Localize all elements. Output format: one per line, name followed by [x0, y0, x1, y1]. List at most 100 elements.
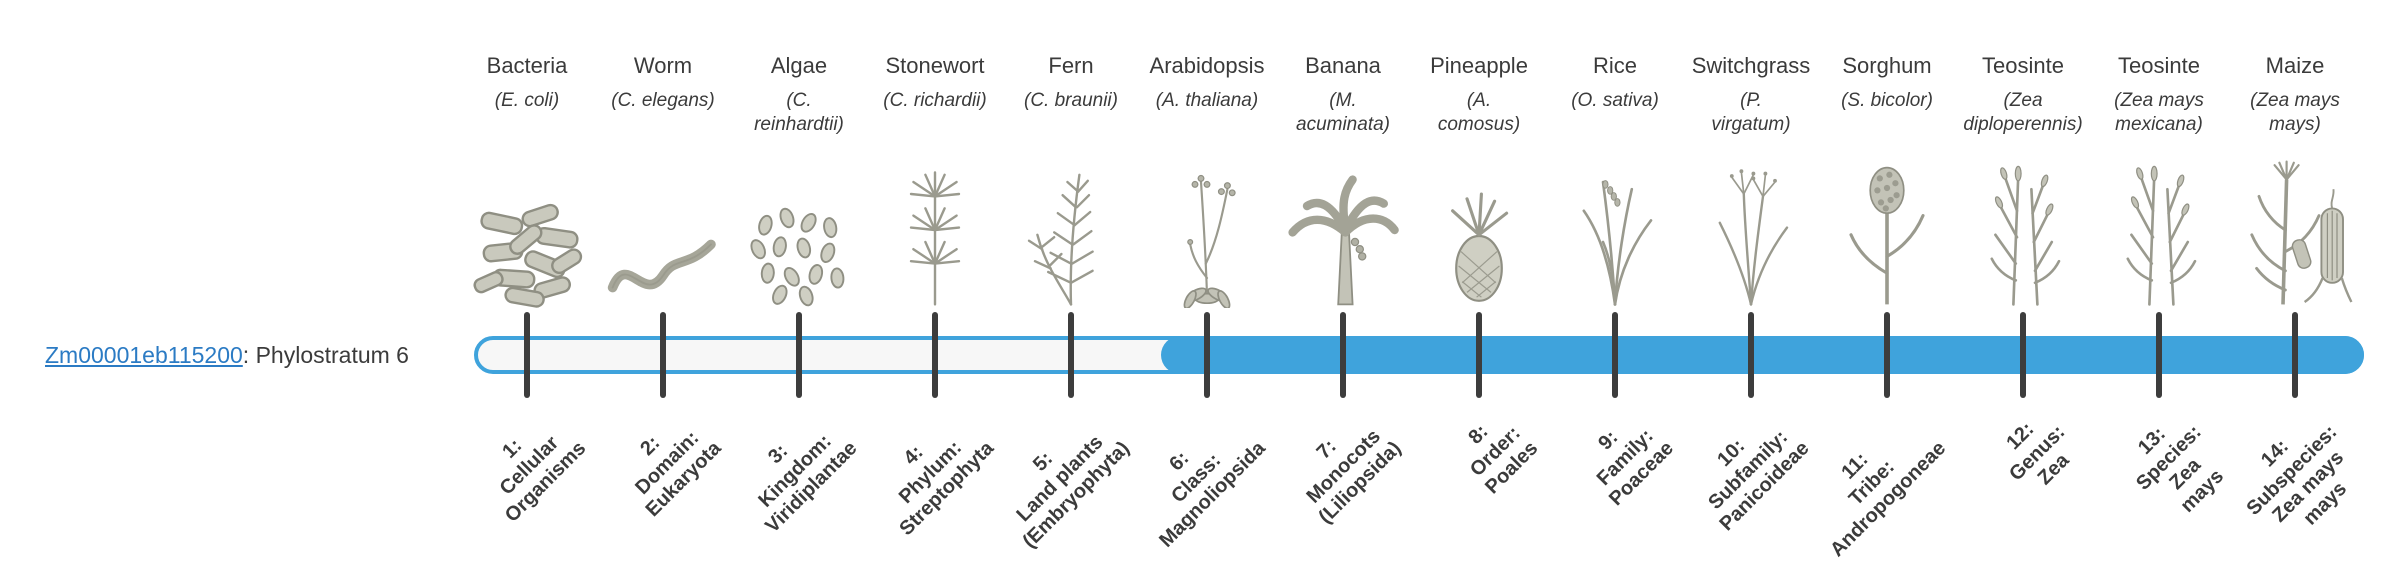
organism-scientific-name: (P. virgatum)	[1685, 89, 1817, 138]
pineapple-icon	[1419, 158, 1539, 308]
stratum-tick	[1884, 312, 1890, 398]
gene-phylostratum-text: : Phylostratum 6	[242, 342, 409, 368]
stratum-label: 14: Subspecies: Zea mays mays	[2226, 404, 2376, 554]
bacteria-illustration	[467, 156, 587, 308]
scientific-name-line: (M.	[1329, 89, 1357, 111]
scientific-name-line: (A.	[1466, 89, 1492, 111]
organism-name: Pineapple	[1430, 53, 1528, 78]
stratum-label: 8: Order: Poales	[1447, 404, 1543, 500]
stonewort-icon	[875, 158, 995, 308]
stratum-label: 13: Species: Zea mays	[2115, 404, 2240, 529]
scientific-name-line: virgatum)	[1711, 114, 1791, 136]
fern-illustration	[1011, 156, 1131, 308]
stratum-tick	[1748, 312, 1754, 398]
arabidopsis-icon	[1147, 158, 1267, 308]
teosinte-icon	[1963, 158, 2083, 308]
organism-scientific-name: (C. elegans)	[597, 89, 729, 114]
organism-scientific-name: (E. coli)	[461, 89, 593, 114]
organism-name: Fern	[1048, 53, 1094, 78]
pineapple-illustration	[1419, 156, 1539, 308]
stratum-label: 7: Monocots (Liliopsida)	[1282, 404, 1407, 529]
scientific-name-line: (Zea mays	[2250, 89, 2340, 111]
organism-label: Rice (O. sativa)	[1549, 52, 1681, 113]
switchgrass-icon	[1691, 158, 1811, 308]
teosinte-illustration	[2099, 156, 2219, 308]
organism-label: Fern (C. braunii)	[1005, 52, 1137, 113]
organism-scientific-name: (Zea mays mays)	[2229, 89, 2361, 138]
maize-icon	[2235, 158, 2355, 308]
organism-label: Teosinte (Zea mays mexicana)	[2093, 52, 2225, 138]
organism-name: Worm	[633, 53, 693, 78]
teosinte-icon	[2099, 158, 2219, 308]
organism-name: Algae	[770, 53, 828, 78]
stratum-label: 4: Phylum: Streptophyta	[862, 404, 999, 541]
scientific-name-line: acuminata)	[1296, 114, 1390, 136]
organism-name: Sorghum	[1842, 53, 1932, 78]
organism-name: Teosinte	[1982, 53, 2064, 78]
stratum-label: 10: Subfamily: Panicoideae	[1682, 404, 1815, 537]
organism-scientific-name: (C. braunii)	[1005, 89, 1137, 114]
gene-label: Zm00001eb115200: Phylostratum 6	[45, 342, 409, 369]
banana-illustration	[1283, 156, 1403, 308]
stratum-label: 6: Class: Magnoliopsida	[1122, 404, 1271, 553]
organism-label: Algae (C. reinhardtii)	[733, 52, 865, 138]
organism-label: Arabidopsis (A. thaliana)	[1141, 52, 1273, 113]
worm-icon	[603, 158, 723, 308]
arabidopsis-illustration	[1147, 156, 1267, 308]
gene-id-link[interactable]: Zm00001eb115200	[45, 342, 243, 368]
organism-scientific-name: (A. thaliana)	[1141, 89, 1273, 114]
fern-icon	[1011, 158, 1131, 308]
organism-scientific-name: (C. richardii)	[869, 89, 1001, 114]
organism-name: Bacteria	[486, 53, 568, 78]
scientific-name-line: diploperennis)	[1963, 114, 2083, 136]
organism-name: Switchgrass	[1691, 53, 1811, 78]
organism-label: Teosinte (Zea diploperennis)	[1957, 52, 2089, 138]
teosinte-illustration	[1963, 156, 2083, 308]
scientific-name-line: (P.	[1740, 89, 1762, 111]
organism-scientific-name: (Zea diploperennis)	[1957, 89, 2089, 138]
scientific-name-line: (E. coli)	[494, 89, 560, 111]
stratum-label: 11: Tribe: Andropogoneae	[1793, 404, 1951, 562]
organism-name: Rice	[1592, 53, 1637, 78]
organism-name: Arabidopsis	[1149, 53, 1265, 78]
stratum-tick	[1068, 312, 1074, 398]
stratum-tick	[1612, 312, 1618, 398]
scientific-name-line: (C. richardii)	[883, 89, 987, 111]
scientific-name-line: (C. elegans)	[611, 89, 715, 111]
scientific-name-line: (S. bicolor)	[1841, 89, 1933, 111]
organism-label: Stonewort (C. richardii)	[869, 52, 1001, 113]
stratum-tick	[2156, 312, 2162, 398]
banana-icon	[1283, 158, 1403, 308]
sorghum-icon	[1827, 158, 1947, 308]
scientific-name-line: comosus)	[1437, 114, 1521, 136]
scientific-name-line: (A. thaliana)	[1155, 89, 1259, 111]
rice-illustration	[1555, 156, 1675, 308]
stratum-tick	[932, 312, 938, 398]
stratum-label: 5: Land plants (Embryophyta)	[985, 404, 1135, 554]
organism-label: Sorghum (S. bicolor)	[1821, 52, 1953, 113]
organism-name: Teosinte	[2118, 53, 2200, 78]
scientific-name-line: mays)	[2269, 114, 2321, 136]
stratum-tick	[524, 312, 530, 398]
stratum-tick	[1476, 312, 1482, 398]
organism-label: Pineapple (A. comosus)	[1413, 52, 1545, 138]
organism-scientific-name: (O. sativa)	[1549, 89, 1681, 114]
stratum-tick	[1204, 312, 1210, 398]
organism-label: Switchgrass (P. virgatum)	[1685, 52, 1817, 138]
stratum-label: 3: Kingdom: Viridiplantae	[728, 404, 863, 539]
stratum-tick	[796, 312, 802, 398]
stratum-tick	[2020, 312, 2026, 398]
scientific-name-line: (Zea	[2003, 89, 2043, 111]
scientific-name-line: reinhardtii)	[754, 114, 844, 136]
organism-scientific-name: (C. reinhardtii)	[733, 89, 865, 138]
bacteria-icon	[467, 158, 587, 308]
organism-scientific-name: (S. bicolor)	[1821, 89, 1953, 114]
stonewort-illustration	[875, 156, 995, 308]
algae-illustration	[739, 156, 859, 308]
organism-name: Stonewort	[885, 53, 985, 78]
rice-icon	[1555, 158, 1675, 308]
algae-icon	[739, 158, 859, 308]
stratum-tick	[660, 312, 666, 398]
organism-label: Worm (C. elegans)	[597, 52, 729, 113]
